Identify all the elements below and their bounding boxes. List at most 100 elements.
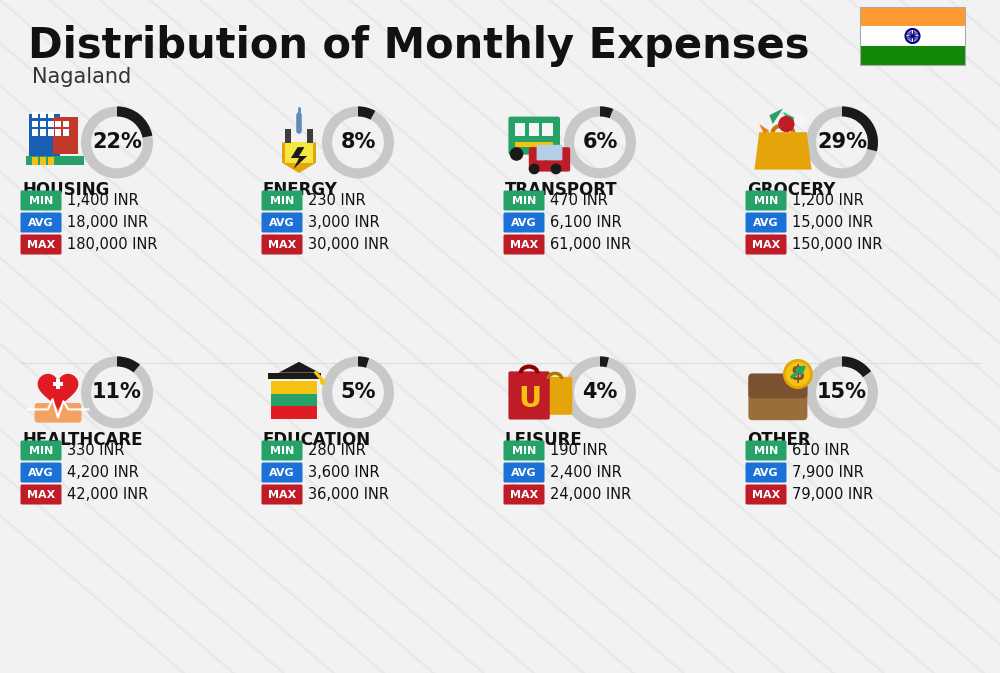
FancyBboxPatch shape bbox=[529, 147, 570, 172]
FancyBboxPatch shape bbox=[20, 462, 62, 483]
FancyBboxPatch shape bbox=[55, 120, 61, 127]
Text: 42,000 INR: 42,000 INR bbox=[67, 487, 148, 502]
FancyBboxPatch shape bbox=[271, 381, 317, 394]
FancyBboxPatch shape bbox=[20, 213, 62, 232]
Text: 4,200 INR: 4,200 INR bbox=[67, 465, 139, 480]
FancyBboxPatch shape bbox=[746, 213, 786, 232]
Text: 3,600 INR: 3,600 INR bbox=[308, 465, 380, 480]
Text: AVG: AVG bbox=[753, 468, 779, 478]
Text: MIN: MIN bbox=[754, 195, 778, 205]
FancyBboxPatch shape bbox=[504, 441, 544, 460]
Text: AVG: AVG bbox=[28, 468, 54, 478]
Text: AVG: AVG bbox=[511, 217, 537, 227]
Text: MIN: MIN bbox=[512, 195, 536, 205]
FancyBboxPatch shape bbox=[504, 213, 544, 232]
Text: HOUSING: HOUSING bbox=[22, 181, 109, 199]
Text: 15%: 15% bbox=[817, 382, 867, 402]
Text: 610 INR: 610 INR bbox=[792, 443, 850, 458]
Text: HEALTHCARE: HEALTHCARE bbox=[22, 431, 143, 449]
FancyBboxPatch shape bbox=[746, 462, 786, 483]
FancyBboxPatch shape bbox=[271, 406, 317, 419]
Wedge shape bbox=[322, 106, 394, 178]
FancyBboxPatch shape bbox=[26, 156, 84, 165]
FancyBboxPatch shape bbox=[746, 441, 786, 460]
Text: 4%: 4% bbox=[582, 382, 618, 402]
FancyBboxPatch shape bbox=[32, 129, 38, 135]
FancyBboxPatch shape bbox=[504, 485, 544, 505]
Text: LEISURE: LEISURE bbox=[505, 431, 583, 449]
FancyBboxPatch shape bbox=[29, 114, 60, 163]
Text: OTHER: OTHER bbox=[747, 431, 811, 449]
Text: 3,000 INR: 3,000 INR bbox=[308, 215, 380, 230]
Text: MIN: MIN bbox=[270, 195, 294, 205]
Text: AVG: AVG bbox=[753, 217, 779, 227]
Circle shape bbox=[529, 164, 540, 174]
Text: 8%: 8% bbox=[340, 133, 376, 152]
FancyBboxPatch shape bbox=[56, 379, 60, 389]
Circle shape bbox=[794, 114, 806, 126]
Text: MIN: MIN bbox=[754, 446, 778, 456]
Text: EDUCATION: EDUCATION bbox=[263, 431, 371, 449]
FancyBboxPatch shape bbox=[285, 143, 313, 163]
FancyBboxPatch shape bbox=[746, 485, 786, 505]
FancyBboxPatch shape bbox=[542, 123, 553, 135]
FancyBboxPatch shape bbox=[35, 403, 81, 423]
FancyBboxPatch shape bbox=[504, 190, 544, 211]
Text: MIN: MIN bbox=[29, 195, 53, 205]
Polygon shape bbox=[291, 147, 307, 169]
Circle shape bbox=[540, 147, 553, 161]
Text: Distribution of Monthly Expenses: Distribution of Monthly Expenses bbox=[28, 25, 810, 67]
FancyBboxPatch shape bbox=[48, 120, 54, 127]
FancyBboxPatch shape bbox=[529, 123, 539, 135]
Wedge shape bbox=[600, 357, 609, 367]
Polygon shape bbox=[769, 108, 783, 124]
Text: 29%: 29% bbox=[817, 133, 867, 152]
Wedge shape bbox=[806, 357, 878, 429]
Circle shape bbox=[778, 116, 795, 132]
Wedge shape bbox=[358, 106, 375, 120]
Wedge shape bbox=[564, 357, 636, 429]
Polygon shape bbox=[759, 124, 769, 133]
Text: 5%: 5% bbox=[340, 382, 376, 402]
FancyBboxPatch shape bbox=[55, 129, 61, 135]
Text: 24,000 INR: 24,000 INR bbox=[550, 487, 631, 502]
Wedge shape bbox=[806, 106, 878, 178]
Polygon shape bbox=[783, 112, 797, 127]
Text: 190 INR: 190 INR bbox=[550, 443, 608, 458]
FancyBboxPatch shape bbox=[48, 112, 54, 118]
Text: MAX: MAX bbox=[268, 240, 296, 250]
FancyBboxPatch shape bbox=[860, 26, 965, 46]
Text: 230 INR: 230 INR bbox=[308, 193, 366, 208]
Text: 150,000 INR: 150,000 INR bbox=[792, 237, 883, 252]
Circle shape bbox=[911, 34, 914, 38]
FancyBboxPatch shape bbox=[307, 129, 313, 143]
Text: 2,400 INR: 2,400 INR bbox=[550, 465, 622, 480]
FancyBboxPatch shape bbox=[63, 120, 69, 127]
Text: 1,400 INR: 1,400 INR bbox=[67, 193, 139, 208]
Text: MAX: MAX bbox=[510, 240, 538, 250]
FancyBboxPatch shape bbox=[508, 116, 560, 155]
Text: $: $ bbox=[791, 364, 805, 384]
FancyBboxPatch shape bbox=[508, 371, 550, 419]
Text: AVG: AVG bbox=[511, 468, 537, 478]
Text: 6%: 6% bbox=[582, 133, 618, 152]
Text: 7,900 INR: 7,900 INR bbox=[792, 465, 864, 480]
Wedge shape bbox=[842, 106, 878, 151]
FancyBboxPatch shape bbox=[746, 234, 786, 254]
FancyBboxPatch shape bbox=[32, 120, 38, 127]
FancyBboxPatch shape bbox=[40, 112, 46, 118]
FancyBboxPatch shape bbox=[40, 129, 46, 135]
Text: 11%: 11% bbox=[92, 382, 142, 402]
Wedge shape bbox=[117, 357, 140, 372]
FancyBboxPatch shape bbox=[32, 157, 38, 165]
Text: 280 INR: 280 INR bbox=[308, 443, 366, 458]
Text: 330 INR: 330 INR bbox=[67, 443, 124, 458]
Polygon shape bbox=[279, 362, 319, 373]
Text: 1,200 INR: 1,200 INR bbox=[792, 193, 864, 208]
FancyBboxPatch shape bbox=[860, 7, 965, 26]
Text: MAX: MAX bbox=[752, 489, 780, 499]
FancyBboxPatch shape bbox=[746, 190, 786, 211]
FancyBboxPatch shape bbox=[53, 117, 78, 154]
Wedge shape bbox=[81, 357, 153, 429]
FancyBboxPatch shape bbox=[285, 129, 291, 143]
